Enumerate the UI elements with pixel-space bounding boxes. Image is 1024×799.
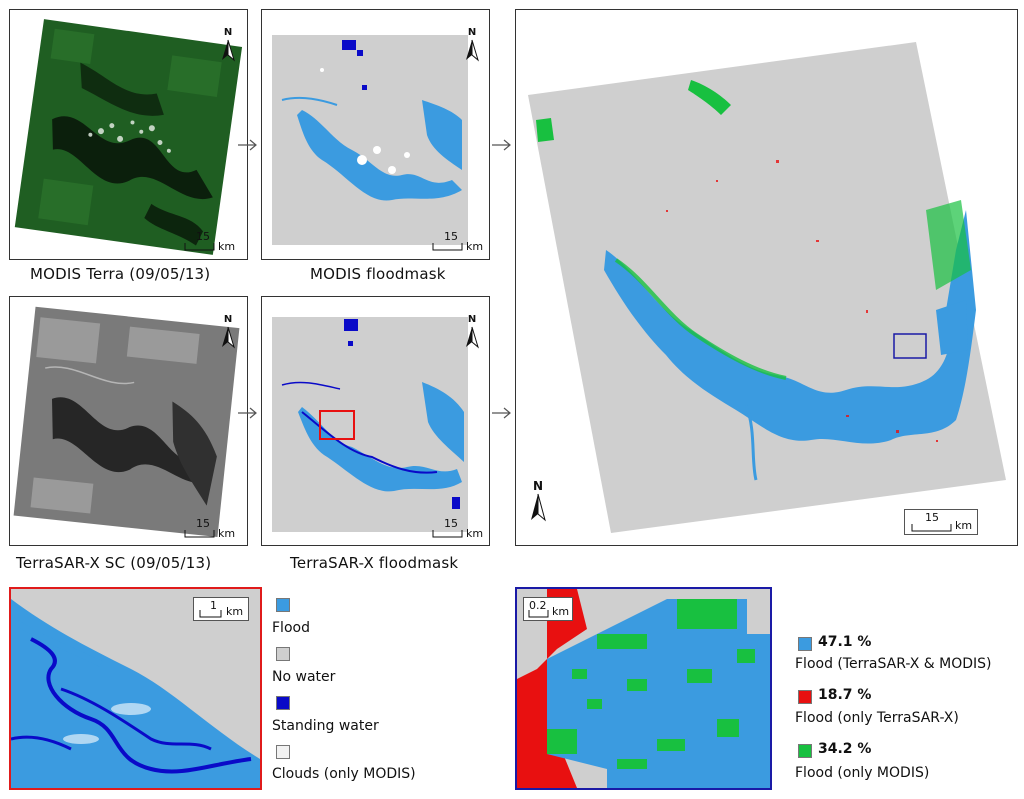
scale-bar: 15 km — [904, 509, 978, 535]
zoom-box-red — [319, 410, 355, 440]
zoom-combined-image — [517, 589, 770, 788]
scale-unit: km — [955, 519, 973, 532]
legend-label-flood: Flood — [272, 620, 310, 636]
modis-floodmask-image — [272, 35, 468, 245]
modis-floodmask-panel: N 15 km — [261, 9, 490, 260]
north-label: N — [223, 314, 233, 325]
legend-label-clouds: Clouds (only MODIS) — [272, 766, 416, 782]
scale-value: 15 — [196, 517, 210, 530]
zoom-box-blue — [893, 333, 927, 359]
arrow-right-icon — [492, 407, 511, 419]
north-arrow-icon: N — [464, 27, 480, 62]
north-label: N — [223, 27, 233, 38]
scale-value: 0.2 — [529, 599, 547, 612]
terrasar-sc-caption: TerraSAR-X SC (09/05/13) — [16, 554, 212, 572]
north-label: N — [467, 27, 477, 38]
scale-value: 15 — [444, 230, 458, 243]
north-arrow-icon: N — [220, 314, 236, 349]
legend-swatch-clouds — [276, 745, 290, 759]
legend-label-standing-water: Standing water — [272, 718, 379, 734]
legend-swatch-only-terrasar — [798, 690, 812, 704]
scale-unit: km — [218, 240, 236, 253]
arrow-right-icon — [492, 139, 511, 151]
arrow-right-icon — [238, 407, 257, 419]
scale-unit: km — [466, 240, 484, 253]
scale-bar: 0.2 km — [523, 597, 573, 621]
scale-bar: 15 km — [430, 517, 485, 540]
terrasar-sc-panel: N 15 km — [9, 296, 248, 546]
terrasar-floodmask-panel: N 15 km — [261, 296, 490, 546]
combined-floodmask-panel: N 15 km — [515, 9, 1018, 546]
scale-unit: km — [218, 527, 236, 540]
modis-floodmask-caption: MODIS floodmask — [310, 265, 446, 283]
zoom-terrasar-image — [11, 589, 260, 788]
legend-swatch-flood — [276, 598, 290, 612]
scale-bar: 15 km — [430, 230, 485, 253]
scale-bar: 15 km — [182, 517, 237, 540]
scale-unit: km — [552, 605, 570, 618]
combined-floodmask-image — [528, 42, 1006, 533]
modis-terra-panel: N 15 km — [9, 9, 248, 260]
legend-label-both: Flood (TerraSAR-X & MODIS) — [795, 656, 992, 672]
legend-percent-only-terrasar: 18.7 % — [818, 687, 872, 703]
legend-swatch-standing-water — [276, 696, 290, 710]
north-arrow-icon: N — [529, 479, 547, 522]
arrow-right-icon — [238, 139, 257, 151]
legend-swatch-no-water — [276, 647, 290, 661]
legend-label-no-water: No water — [272, 669, 336, 685]
modis-terra-image — [14, 19, 243, 255]
terrasar-floodmask-image — [272, 317, 468, 532]
modis-terra-caption: MODIS Terra (09/05/13) — [30, 265, 211, 283]
legend-label-only-modis: Flood (only MODIS) — [795, 765, 930, 781]
legend-swatch-both — [798, 637, 812, 651]
zoom-terrasar-panel: 1 km — [9, 587, 262, 790]
north-arrow-icon: N — [464, 314, 480, 349]
north-label: N — [532, 479, 544, 493]
north-label: N — [467, 314, 477, 325]
north-arrow-icon: N — [220, 27, 236, 62]
terrasar-floodmask-caption: TerraSAR-X floodmask — [290, 554, 459, 572]
legend-swatch-only-modis — [798, 744, 812, 758]
legend-label-only-terrasar: Flood (only TerraSAR-X) — [795, 710, 959, 726]
scale-unit: km — [226, 605, 244, 618]
scale-value: 15 — [196, 230, 210, 243]
zoom-combined-panel: 0.2 km — [515, 587, 772, 790]
scale-value: 1 — [210, 599, 217, 612]
scale-value: 15 — [444, 517, 458, 530]
legend-percent-only-modis: 34.2 % — [818, 741, 872, 757]
scale-unit: km — [466, 527, 484, 540]
terrasar-sc-image — [13, 306, 240, 537]
legend-percent-both: 47.1 % — [818, 634, 872, 650]
scale-value: 15 — [925, 511, 939, 524]
scale-bar: 15 km — [182, 230, 237, 253]
scale-bar: 1 km — [193, 597, 249, 621]
